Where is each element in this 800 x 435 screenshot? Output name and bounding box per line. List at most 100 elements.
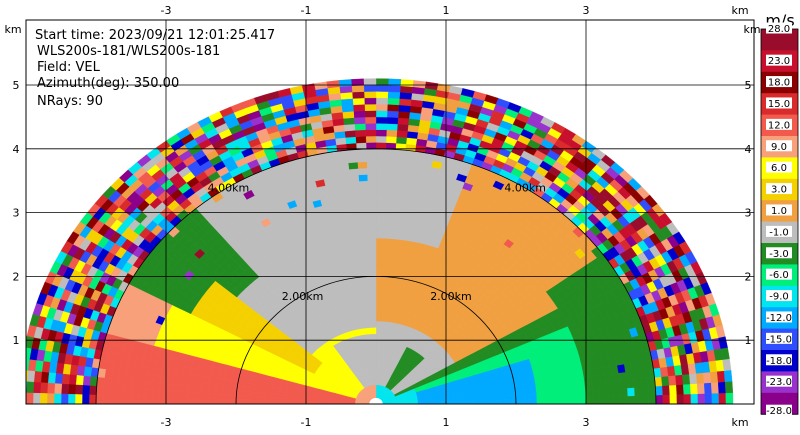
radar-gate bbox=[375, 180, 385, 188]
radar-gate bbox=[375, 333, 379, 341]
radar-gate bbox=[508, 394, 517, 401]
radar-gate bbox=[172, 390, 181, 399]
radar-gate bbox=[386, 104, 400, 112]
x-tick-label-bottom: 3 bbox=[583, 416, 590, 429]
radar-gate bbox=[522, 393, 531, 400]
radar-gate bbox=[381, 237, 389, 246]
radar-gate bbox=[384, 174, 394, 182]
radar-gate bbox=[68, 374, 77, 386]
radar-gate bbox=[338, 162, 350, 171]
radar-gate bbox=[536, 393, 545, 400]
radar-gate bbox=[137, 388, 146, 397]
radar-gate bbox=[116, 387, 125, 397]
radar-gate bbox=[399, 245, 407, 254]
colorbar-level-label: -6.0 bbox=[769, 270, 789, 281]
radar-gate bbox=[386, 123, 398, 131]
axis-unit-label: km bbox=[4, 23, 21, 36]
radar-gate bbox=[404, 214, 413, 223]
radar-gate bbox=[111, 370, 120, 380]
radar-gate bbox=[348, 226, 357, 234]
radar-gate bbox=[370, 257, 377, 264]
radar-gate bbox=[391, 264, 398, 272]
radar-gate bbox=[277, 397, 286, 402]
radar-gate bbox=[131, 380, 140, 390]
radar-gate bbox=[369, 231, 377, 239]
radar-gate bbox=[375, 199, 385, 207]
radar-gate bbox=[195, 374, 204, 383]
radar-gate bbox=[358, 251, 366, 259]
radar-gate bbox=[375, 340, 379, 347]
radar-gate bbox=[375, 365, 378, 373]
radar-gate bbox=[256, 396, 265, 401]
radar-gate bbox=[342, 188, 353, 196]
radar-gate bbox=[298, 398, 307, 403]
radar-gate bbox=[571, 390, 580, 399]
radar-gate bbox=[697, 393, 706, 404]
radar-gate bbox=[611, 372, 620, 382]
radar-gate bbox=[515, 399, 524, 404]
radar-gate bbox=[627, 387, 636, 397]
radar-gate bbox=[384, 282, 391, 291]
radar-gate bbox=[236, 385, 245, 392]
radar-gate bbox=[668, 375, 677, 386]
radar-gate bbox=[354, 219, 363, 227]
radar-gate bbox=[81, 394, 90, 404]
radar-gate bbox=[522, 398, 531, 404]
radar-gate bbox=[375, 276, 382, 284]
y-tick-label-left: 1 bbox=[13, 334, 20, 347]
radar-gate bbox=[648, 394, 657, 404]
radar-gate bbox=[388, 283, 395, 291]
radar-gate bbox=[494, 395, 503, 401]
radar-gate bbox=[690, 393, 699, 404]
radar-gate bbox=[367, 180, 377, 188]
radar-gate bbox=[352, 97, 365, 106]
radar-gate bbox=[378, 320, 383, 328]
radar-gate bbox=[402, 162, 414, 171]
radar-gate bbox=[130, 395, 139, 404]
radar-gate bbox=[235, 394, 244, 401]
colorbar-level-label: 15.0 bbox=[768, 99, 790, 110]
radar-gate bbox=[235, 399, 244, 404]
radar-gate bbox=[366, 161, 377, 169]
radar-gate bbox=[357, 244, 365, 252]
radar-gate bbox=[356, 148, 367, 157]
radar-gate bbox=[606, 388, 615, 397]
radar-gate bbox=[26, 370, 29, 382]
radar-gate bbox=[360, 206, 369, 214]
radar-gate bbox=[228, 399, 237, 404]
radar-gate bbox=[363, 237, 371, 246]
radar-gate bbox=[160, 369, 170, 378]
radar-gate bbox=[383, 206, 392, 214]
radar-gate bbox=[401, 233, 410, 241]
radar-gate bbox=[494, 399, 503, 404]
radar-gate bbox=[130, 388, 139, 397]
radar-gate bbox=[585, 389, 594, 398]
range-ring-label: 2.00km bbox=[430, 290, 472, 303]
radar-gate bbox=[634, 395, 643, 404]
radar-gate bbox=[375, 193, 385, 201]
radar-gate bbox=[366, 174, 377, 182]
radar-gate bbox=[194, 380, 203, 388]
radar-gate bbox=[346, 213, 356, 222]
radar-gate bbox=[338, 79, 352, 87]
radar-gate bbox=[480, 400, 489, 404]
radar-gate bbox=[619, 379, 628, 389]
radar-gate bbox=[354, 129, 366, 137]
radar-gate bbox=[350, 238, 358, 247]
radar-gate bbox=[378, 327, 383, 335]
radar-gate bbox=[396, 213, 406, 222]
radar-gate bbox=[397, 207, 407, 215]
radar-gate bbox=[186, 397, 195, 404]
radar-gate bbox=[399, 188, 410, 196]
radar-gate bbox=[358, 257, 366, 265]
radar-gate bbox=[387, 244, 395, 252]
y-tick-label-right: 2 bbox=[745, 270, 752, 283]
radar-gate bbox=[355, 231, 364, 240]
radar-gate bbox=[326, 80, 340, 89]
x-tick-label-top: -3 bbox=[161, 4, 172, 17]
radar-gate bbox=[263, 400, 272, 404]
radar-gate bbox=[221, 398, 230, 404]
radar-gate bbox=[250, 391, 258, 397]
radar-gate bbox=[166, 377, 176, 385]
